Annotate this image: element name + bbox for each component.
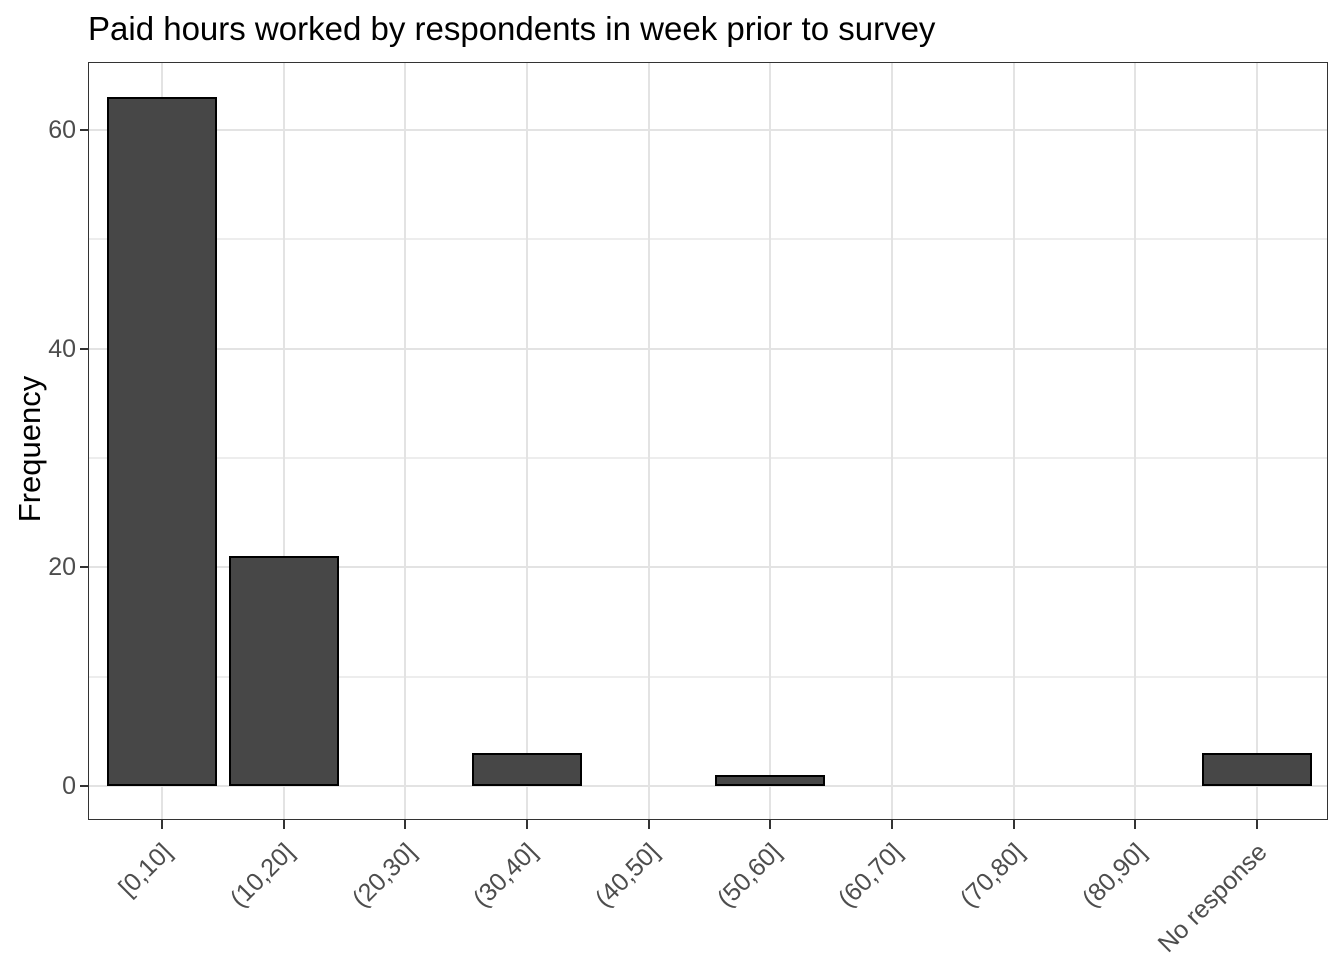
major-gridline-horizontal [88, 347, 1328, 350]
x-tick-label: [0,10] [113, 838, 178, 903]
bar-9 [1202, 753, 1313, 786]
y-axis-tick [80, 129, 88, 131]
x-axis-tick [404, 820, 407, 829]
major-gridline-horizontal [88, 129, 1328, 131]
chart-title: Paid hours worked by respondents in week… [88, 10, 936, 47]
x-axis-tick [891, 820, 894, 829]
major-gridline-vertical [891, 62, 894, 820]
y-axis-tick [80, 785, 88, 787]
minor-gridline-horizontal [88, 238, 1328, 241]
major-gridline-vertical [1256, 62, 1259, 820]
x-tick-label: (70,80] [954, 838, 1030, 913]
x-axis-tick [526, 820, 528, 829]
plot-panel [88, 62, 1328, 820]
x-tick-label: (30,40] [467, 838, 543, 913]
y-tick-label: 20 [48, 553, 76, 582]
x-tick-label: No response [1152, 838, 1273, 959]
y-tick-label: 0 [62, 772, 76, 800]
x-tick-label: (10,20] [224, 838, 300, 913]
x-tick-label: (60,70] [832, 838, 908, 913]
y-tick-label: 60 [48, 116, 76, 144]
major-gridline-vertical [1012, 62, 1015, 820]
x-axis-tick [1012, 820, 1015, 829]
bar-0 [107, 97, 217, 786]
y-tick-label: 40 [48, 334, 76, 363]
major-gridline-vertical [769, 62, 772, 820]
minor-gridline-horizontal [88, 457, 1328, 459]
major-gridline-vertical [1134, 62, 1137, 820]
x-axis-tick [282, 820, 285, 829]
major-gridline-vertical [526, 62, 528, 820]
bar-1 [228, 556, 339, 786]
x-axis-tick [647, 820, 650, 829]
x-tick-label: (40,50] [589, 838, 665, 913]
x-tick-label: (20,30] [346, 838, 422, 913]
x-tick-label: (50,60] [711, 838, 787, 913]
major-gridline-horizontal [88, 785, 1328, 787]
major-gridline-vertical [647, 62, 650, 820]
minor-gridline-horizontal [88, 675, 1328, 678]
x-axis-tick [769, 820, 772, 829]
y-axis-tick [80, 347, 88, 350]
y-axis-tick [80, 566, 88, 569]
major-gridline-horizontal [88, 566, 1328, 569]
bar-3 [472, 753, 582, 786]
x-axis-tick [1256, 820, 1259, 829]
major-gridline-vertical [282, 62, 285, 820]
x-axis-tick [161, 820, 163, 829]
x-axis-tick [1134, 820, 1137, 829]
y-axis-title: Frequency [12, 375, 47, 523]
x-tick-label: (80,90] [1076, 838, 1152, 913]
bar-5 [715, 775, 826, 786]
major-gridline-vertical [404, 62, 407, 820]
